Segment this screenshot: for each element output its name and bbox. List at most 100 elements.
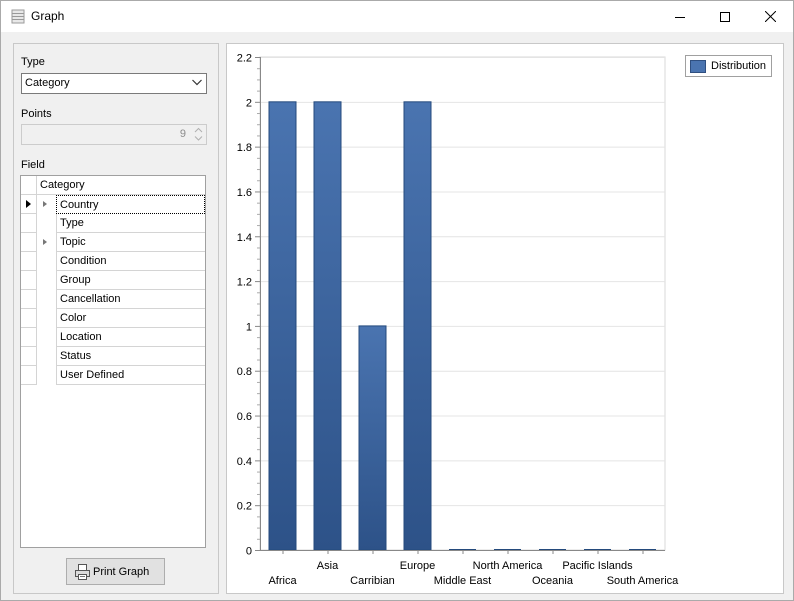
close-button[interactable] — [747, 1, 793, 32]
type-dropdown[interactable]: Category — [21, 73, 207, 94]
maximize-button[interactable] — [702, 1, 748, 32]
type-label: Type — [21, 56, 45, 68]
y-tick-label: 1 — [246, 321, 252, 333]
field-row-cancellation[interactable]: Cancellation — [21, 290, 205, 309]
minimize-button[interactable] — [657, 1, 703, 32]
field-cell[interactable]: Topic — [56, 233, 205, 252]
row-header[interactable] — [21, 195, 37, 214]
row-header[interactable] — [21, 290, 37, 309]
y-tick-label: 1.2 — [237, 277, 252, 289]
y-tick-label: 0.4 — [237, 456, 252, 468]
row-header[interactable] — [21, 309, 37, 328]
field-cell[interactable]: Location — [56, 328, 205, 347]
x-tick-label: North America — [473, 560, 544, 572]
field-row-location[interactable]: Location — [21, 328, 205, 347]
current-row-icon — [26, 200, 31, 208]
y-tick-label: 0 — [246, 546, 252, 558]
minimize-icon — [675, 16, 685, 18]
x-tick-label: Europe — [400, 560, 435, 572]
maximize-icon — [720, 11, 730, 22]
row-header[interactable] — [21, 366, 37, 385]
title-bar[interactable]: Graph — [1, 1, 793, 32]
close-icon — [764, 11, 776, 22]
row-header[interactable] — [21, 328, 37, 347]
printer-icon — [75, 564, 90, 580]
legend: Distribution — [685, 55, 772, 77]
print-graph-button[interactable]: Print Graph — [66, 558, 165, 585]
expand-cell[interactable] — [37, 195, 56, 214]
options-panel: Type Category Points 9 Field Category Co… — [13, 43, 219, 594]
field-row-condition[interactable]: Condition — [21, 252, 205, 271]
type-dropdown-value: Category — [25, 77, 70, 89]
spin-down-icon[interactable] — [194, 135, 203, 142]
expand-cell — [37, 309, 56, 328]
expand-arrow-icon[interactable] — [43, 239, 47, 245]
y-tick-label: 2 — [246, 97, 252, 109]
y-tick-label: 0.8 — [237, 366, 252, 378]
points-value: 9 — [179, 128, 186, 140]
y-tick-label: 1.4 — [237, 232, 252, 244]
row-header[interactable] — [21, 347, 37, 366]
spin-up-icon[interactable] — [194, 127, 203, 134]
expand-cell — [37, 271, 56, 290]
chevron-down-icon — [192, 79, 202, 86]
expand-cell — [37, 214, 56, 233]
chart-panel: 0 0.2 0.4 0.6 0.8 1 1.2 1.4 1.6 1.8 2 2.2 Africa Asia… — [226, 43, 784, 594]
row-header[interactable] — [21, 252, 37, 271]
bar-asia[interactable] — [313, 101, 342, 551]
bar-europe[interactable] — [403, 101, 432, 551]
field-row-user-defined[interactable]: User Defined — [21, 366, 205, 385]
window-title: Graph — [31, 9, 65, 23]
x-tick-label: Asia — [317, 560, 339, 572]
database-icon — [11, 9, 25, 24]
expand-arrow-icon[interactable] — [43, 201, 47, 207]
expand-cell — [37, 328, 56, 347]
legend-swatch — [690, 60, 706, 73]
y-tick-label: 1.6 — [237, 187, 252, 199]
field-cell[interactable]: Status — [56, 347, 205, 366]
row-header[interactable] — [21, 271, 37, 290]
expand-cell — [37, 252, 56, 271]
field-row-type[interactable]: Type — [21, 214, 205, 233]
x-tick-label: Carribian — [350, 575, 395, 587]
expand-cell — [37, 347, 56, 366]
y-tick-label: 0.6 — [237, 411, 252, 423]
expand-cell — [37, 290, 56, 309]
legend-label: Distribution — [711, 60, 767, 72]
y-tick-label: 2.2 — [237, 53, 252, 65]
row-header[interactable] — [21, 214, 37, 233]
bar-carribian[interactable] — [358, 325, 387, 551]
x-tick-label: South America — [607, 575, 679, 587]
field-cell[interactable]: Country — [56, 195, 205, 214]
field-row-status[interactable]: Status — [21, 347, 205, 366]
y-tick-label: 0.2 — [237, 501, 252, 513]
field-row-color[interactable]: Color — [21, 309, 205, 328]
field-cell[interactable]: Color — [56, 309, 205, 328]
bar-africa[interactable] — [268, 101, 297, 551]
field-cell[interactable]: Condition — [56, 252, 205, 271]
grid-header-category: Category — [40, 179, 85, 191]
x-tick-label: Africa — [268, 575, 297, 587]
field-row-group[interactable]: Group — [21, 271, 205, 290]
field-cell[interactable]: Group — [56, 271, 205, 290]
y-tick-label: 1.8 — [237, 142, 252, 154]
grid-corner — [21, 176, 37, 195]
expand-cell — [37, 366, 56, 385]
field-row-topic[interactable]: Topic — [21, 233, 205, 252]
points-stepper[interactable]: 9 — [21, 124, 207, 145]
field-cell[interactable]: User Defined — [56, 366, 205, 385]
field-grid[interactable]: Category Country Type Topic Condition Group C… — [20, 175, 206, 548]
bar-chart: 0 0.2 0.4 0.6 0.8 1 1.2 1.4 1.6 1.8 2 2.2 Africa Asia… — [237, 53, 679, 588]
grid-header: Category — [21, 176, 205, 195]
field-row-country[interactable]: Country — [21, 195, 205, 214]
x-tick-label: Middle East — [434, 575, 491, 587]
expand-cell[interactable] — [37, 233, 56, 252]
row-header[interactable] — [21, 233, 37, 252]
field-cell[interactable]: Type — [56, 214, 205, 233]
field-cell[interactable]: Cancellation — [56, 290, 205, 309]
x-tick-label: Pacific Islands — [562, 560, 633, 572]
points-label: Points — [21, 108, 52, 120]
print-graph-label: Print Graph — [93, 566, 150, 578]
x-tick-label: Oceania — [532, 575, 574, 587]
